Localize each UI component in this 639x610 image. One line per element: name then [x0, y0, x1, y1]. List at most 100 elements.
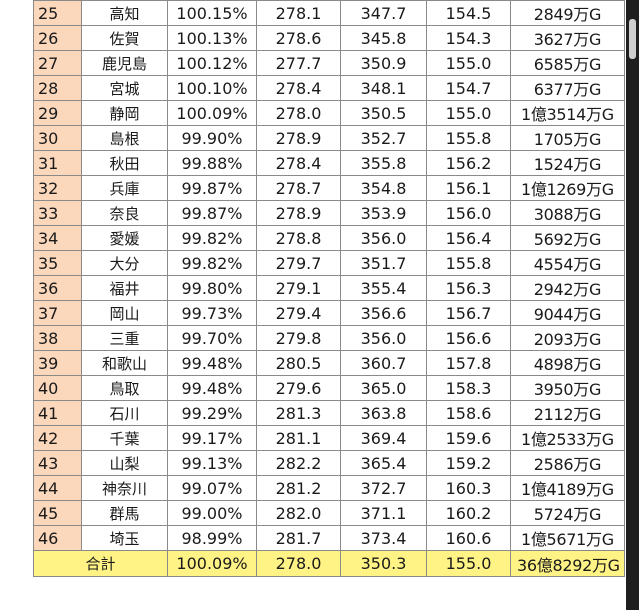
value-col-2: 372.7 — [340, 475, 427, 501]
value-col-1: 281.2 — [256, 475, 341, 501]
value-col-1: 278.0 — [256, 100, 341, 126]
value-col-1: 282.2 — [256, 450, 341, 476]
rank-number: 39 — [33, 350, 82, 376]
value-col-2: 348.1 — [340, 75, 427, 101]
prefecture-name: 岡山 — [81, 300, 168, 326]
table-row: 29 静岡 100.09% 278.0 350.5 155.0 1億3514万G — [33, 100, 625, 126]
rank-number: 33 — [33, 200, 82, 226]
value-col-3: 160.6 — [426, 525, 511, 551]
rate-value: 99.70% — [167, 325, 257, 351]
table-row: 30 島根 99.90% 278.9 352.7 155.8 1705万G — [33, 125, 625, 151]
prefecture-name: 石川 — [81, 400, 168, 426]
value-col-3: 156.0 — [426, 200, 511, 226]
amount-value: 1億3514万G — [510, 100, 625, 126]
value-col-3: 154.3 — [426, 25, 511, 51]
value-col-2: 350.9 — [340, 50, 427, 76]
prefecture-name: 高知 — [81, 0, 168, 26]
value-col-3: 159.2 — [426, 450, 511, 476]
prefecture-name: 福井 — [81, 275, 168, 301]
table-row: 36 福井 99.80% 279.1 355.4 156.3 2942万G — [33, 275, 625, 301]
rank-number: 41 — [33, 400, 82, 426]
rank-number: 46 — [33, 525, 82, 551]
prefecture-name: 静岡 — [81, 100, 168, 126]
table-row: 33 奈良 99.87% 278.9 353.9 156.0 3088万G — [33, 200, 625, 226]
value-col-3: 154.5 — [426, 0, 511, 26]
rate-value: 99.87% — [167, 175, 257, 201]
value-col-2: 365.0 — [340, 375, 427, 401]
rank-number: 36 — [33, 275, 82, 301]
amount-value: 2942万G — [510, 275, 625, 301]
prefecture-name: 和歌山 — [81, 350, 168, 376]
rank-number: 25 — [33, 0, 82, 26]
total-col-2: 350.3 — [340, 550, 427, 577]
value-col-3: 158.6 — [426, 400, 511, 426]
value-col-3: 156.7 — [426, 300, 511, 326]
value-col-3: 155.8 — [426, 250, 511, 276]
total-rate: 100.09% — [167, 550, 257, 577]
amount-value: 1524万G — [510, 150, 625, 176]
amount-value: 1億5671万G — [510, 525, 625, 551]
prefecture-name: 埼玉 — [81, 525, 168, 551]
value-col-1: 279.8 — [256, 325, 341, 351]
amount-value: 5724万G — [510, 500, 625, 526]
rate-value: 99.07% — [167, 475, 257, 501]
prefecture-name: 鳥取 — [81, 375, 168, 401]
value-col-2: 352.7 — [340, 125, 427, 151]
value-col-1: 278.9 — [256, 200, 341, 226]
amount-value: 9044万G — [510, 300, 625, 326]
value-col-3: 159.6 — [426, 425, 511, 451]
screen-edge-strip — [626, 0, 639, 610]
rank-number: 37 — [33, 300, 82, 326]
rate-value: 99.73% — [167, 300, 257, 326]
rate-value: 99.17% — [167, 425, 257, 451]
rate-value: 100.13% — [167, 25, 257, 51]
table-row: 28 宮城 100.10% 278.4 348.1 154.7 6377万G — [33, 75, 625, 101]
value-col-2: 354.8 — [340, 175, 427, 201]
value-col-3: 157.8 — [426, 350, 511, 376]
rank-number: 29 — [33, 100, 82, 126]
total-row: 合計 100.09% 278.0 350.3 155.0 36億8292万G — [33, 550, 625, 577]
rank-number: 40 — [33, 375, 82, 401]
value-col-2: 356.6 — [340, 300, 427, 326]
prefecture-name: 島根 — [81, 125, 168, 151]
value-col-3: 155.8 — [426, 125, 511, 151]
value-col-2: 353.9 — [340, 200, 427, 226]
rate-value: 99.87% — [167, 200, 257, 226]
value-col-1: 278.4 — [256, 75, 341, 101]
value-col-1: 281.7 — [256, 525, 341, 551]
prefecture-name: 三重 — [81, 325, 168, 351]
value-col-3: 160.3 — [426, 475, 511, 501]
total-amount: 36億8292万G — [510, 550, 625, 577]
value-col-2: 363.8 — [340, 400, 427, 426]
table-row: 38 三重 99.70% 279.8 356.0 156.6 2093万G — [33, 325, 625, 351]
prefecture-name: 大分 — [81, 250, 168, 276]
table-row: 42 千葉 99.17% 281.1 369.4 159.6 1億2533万G — [33, 425, 625, 451]
value-col-3: 155.0 — [426, 100, 511, 126]
value-col-1: 278.7 — [256, 175, 341, 201]
table-row: 27 鹿児島 100.12% 277.7 350.9 155.0 6585万G — [33, 50, 625, 76]
amount-value: 5692万G — [510, 225, 625, 251]
value-col-3: 156.1 — [426, 175, 511, 201]
prefecture-name: 兵庫 — [81, 175, 168, 201]
table-row: 32 兵庫 99.87% 278.7 354.8 156.1 1億1269万G — [33, 175, 625, 201]
rank-number: 28 — [33, 75, 82, 101]
table-row: 40 鳥取 99.48% 279.6 365.0 158.3 3950万G — [33, 375, 625, 401]
rank-number: 34 — [33, 225, 82, 251]
table-row: 44 神奈川 99.07% 281.2 372.7 160.3 1億4189万G — [33, 475, 625, 501]
rate-value: 99.90% — [167, 125, 257, 151]
value-col-1: 278.6 — [256, 25, 341, 51]
value-col-2: 373.4 — [340, 525, 427, 551]
table-row: 31 秋田 99.88% 278.4 355.8 156.2 1524万G — [33, 150, 625, 176]
amount-value: 6377万G — [510, 75, 625, 101]
value-col-1: 281.3 — [256, 400, 341, 426]
prefecture-name: 奈良 — [81, 200, 168, 226]
table-row: 39 和歌山 99.48% 280.5 360.7 157.8 4898万G — [33, 350, 625, 376]
rate-value: 99.29% — [167, 400, 257, 426]
table-row: 45 群馬 99.00% 282.0 371.1 160.2 5724万G — [33, 500, 625, 526]
value-col-1: 278.9 — [256, 125, 341, 151]
value-col-2: 356.0 — [340, 225, 427, 251]
prefecture-name: 神奈川 — [81, 475, 168, 501]
rank-number: 30 — [33, 125, 82, 151]
value-col-3: 155.0 — [426, 50, 511, 76]
